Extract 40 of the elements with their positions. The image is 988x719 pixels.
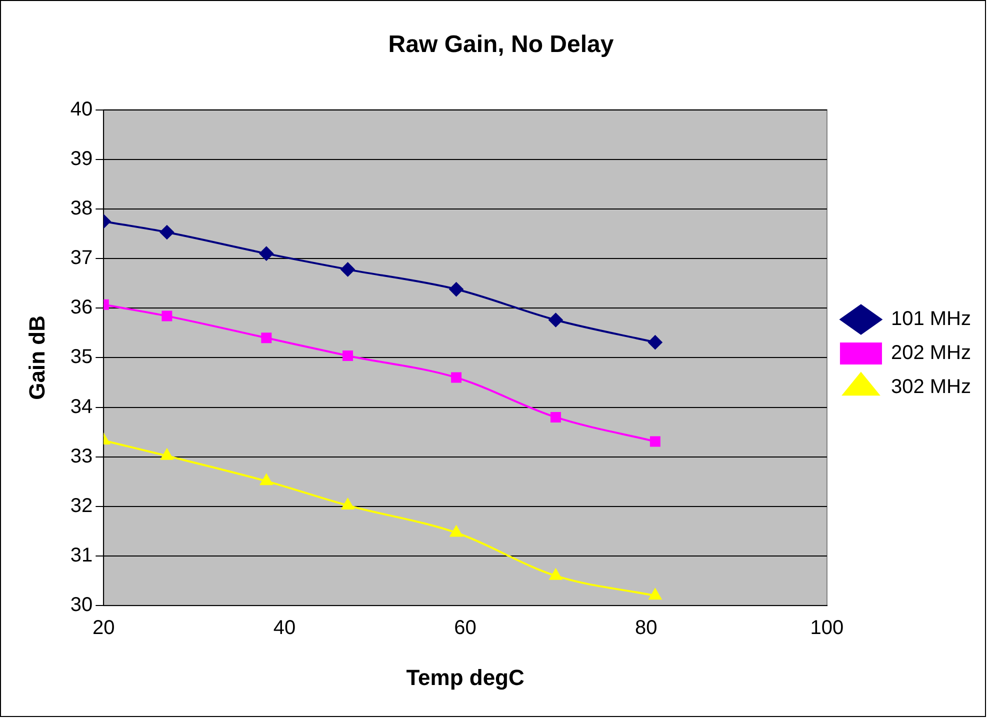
point — [160, 225, 174, 240]
y-tick-label: 40 — [70, 98, 93, 120]
point — [648, 335, 662, 350]
legend-label: 302 MHz — [890, 376, 971, 398]
x-tick-label: 100 — [810, 617, 844, 640]
point — [342, 498, 354, 510]
x-axis-title: Temp degC — [406, 664, 524, 690]
y-axis-title: Gain dB — [24, 316, 50, 400]
y-tick-label: 39 — [70, 148, 93, 170]
point — [550, 568, 562, 580]
y-tick-label: 35 — [70, 346, 93, 368]
x-tick-label: 40 — [273, 617, 296, 640]
y-tick-label: 33 — [70, 445, 93, 468]
point — [261, 332, 272, 344]
y-tick-label: 38 — [70, 197, 93, 220]
legend-label: 202 MHz — [890, 342, 971, 364]
y-tick-label: 32 — [70, 494, 93, 517]
point — [260, 474, 273, 486]
point — [160, 448, 174, 460]
point — [451, 372, 462, 383]
point — [548, 313, 563, 328]
x-tick-label: 60 — [454, 617, 476, 640]
point — [162, 310, 172, 322]
y-tick-label: 36 — [70, 296, 93, 319]
point — [648, 588, 662, 600]
point — [449, 282, 464, 296]
x-tick-label: 20 — [92, 617, 115, 640]
point — [340, 262, 355, 276]
x-tick-label: 80 — [635, 617, 658, 640]
point — [259, 246, 274, 261]
legend-label: 101 MHz — [890, 308, 971, 330]
y-tick-label: 30 — [70, 594, 93, 616]
y-tick-label: 37 — [70, 247, 93, 270]
point — [650, 436, 660, 447]
chart-title: Raw Gain, No Delay — [388, 31, 614, 58]
y-tick-label: 34 — [70, 396, 93, 418]
y-tick-label: 31 — [70, 544, 93, 567]
point — [342, 350, 354, 361]
point — [450, 526, 462, 537]
point — [550, 412, 561, 422]
